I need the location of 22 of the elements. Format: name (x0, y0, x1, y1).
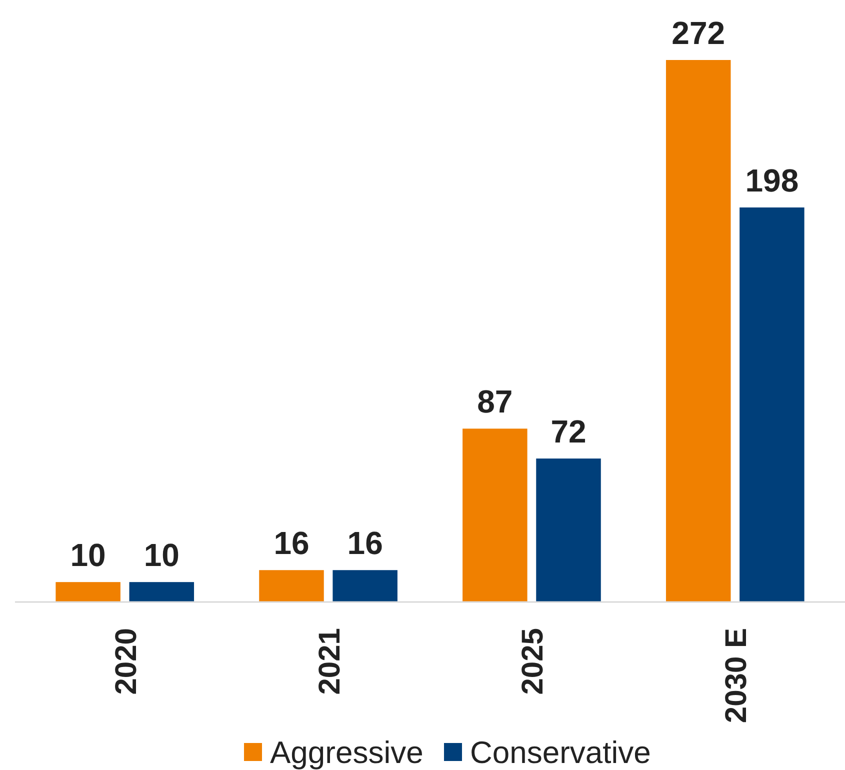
data-label: 16 (347, 525, 383, 562)
bar (462, 428, 528, 602)
legend-label: Conservative (470, 735, 651, 770)
x-tick-label: 2030 E (720, 628, 754, 724)
data-label: 87 (477, 384, 513, 420)
x-tick-label: 2021 (313, 628, 346, 695)
bar (332, 570, 398, 602)
data-label: 198 (745, 162, 799, 198)
x-tick-label: 2025 (516, 628, 550, 695)
bar (56, 582, 120, 602)
bar (259, 570, 324, 602)
bar (740, 207, 804, 602)
legend-label: Aggressive (270, 735, 424, 770)
data-label: 10 (70, 537, 106, 574)
bar (129, 582, 194, 602)
data-label: 10 (144, 537, 180, 574)
x-tick-label: 2020 (110, 628, 143, 695)
bar (666, 60, 731, 602)
data-label: 272 (672, 15, 726, 51)
data-label: 72 (550, 414, 586, 450)
bar (536, 458, 601, 602)
data-label: 16 (274, 525, 310, 562)
